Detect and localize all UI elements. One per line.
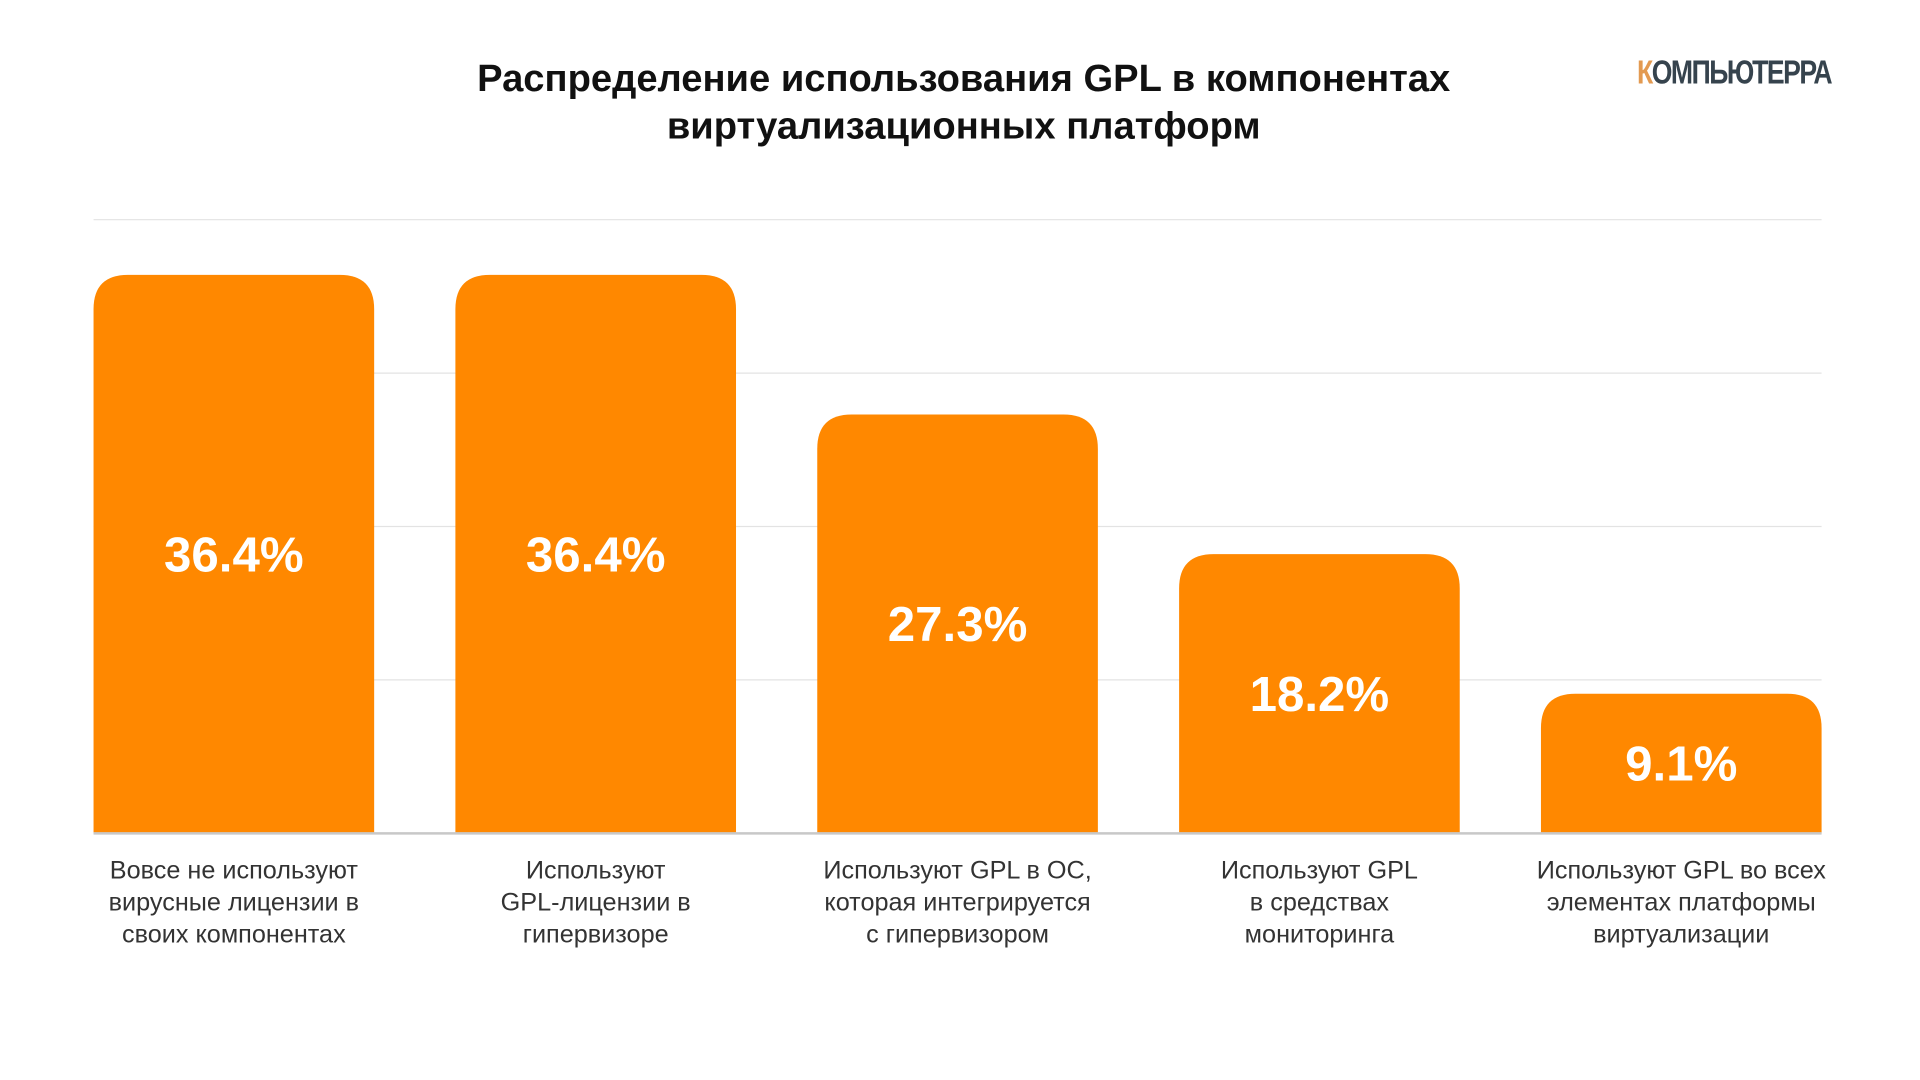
bar xyxy=(93,274,375,834)
bar-value-label: 18.2% xyxy=(1250,667,1390,722)
category-label: Используют GPL в средствах мониторинга xyxy=(1220,856,1418,949)
chart-title-line: виртуализационных платформ xyxy=(666,104,1261,148)
category-label: Вовсе не используют вирусные лицензии в … xyxy=(108,856,360,949)
chart-title-line: Распределение использования GPL в компон… xyxy=(477,56,1451,100)
brand-logo: КОМПЬЮТЕРРА xyxy=(1636,54,1833,91)
category-label: Используют GPL-лицензии в гипервизоре xyxy=(500,856,691,949)
bar-value-label: 36.4% xyxy=(164,527,304,582)
chart-title: Распределение использования GPL в компон… xyxy=(345,54,1583,150)
bar xyxy=(817,414,1098,834)
category-label: Используют GPL во всех элементах платфор… xyxy=(1536,856,1826,949)
bar-value-label: 9.1% xyxy=(1625,737,1737,792)
bar xyxy=(455,274,737,834)
bar-value-label: 36.4% xyxy=(526,527,666,582)
bar-value-label: 27.3% xyxy=(888,597,1028,652)
category-label: Используют GPL в ОС, которая интегрирует… xyxy=(823,856,1092,949)
bar xyxy=(1540,693,1822,834)
bar xyxy=(1179,554,1460,834)
